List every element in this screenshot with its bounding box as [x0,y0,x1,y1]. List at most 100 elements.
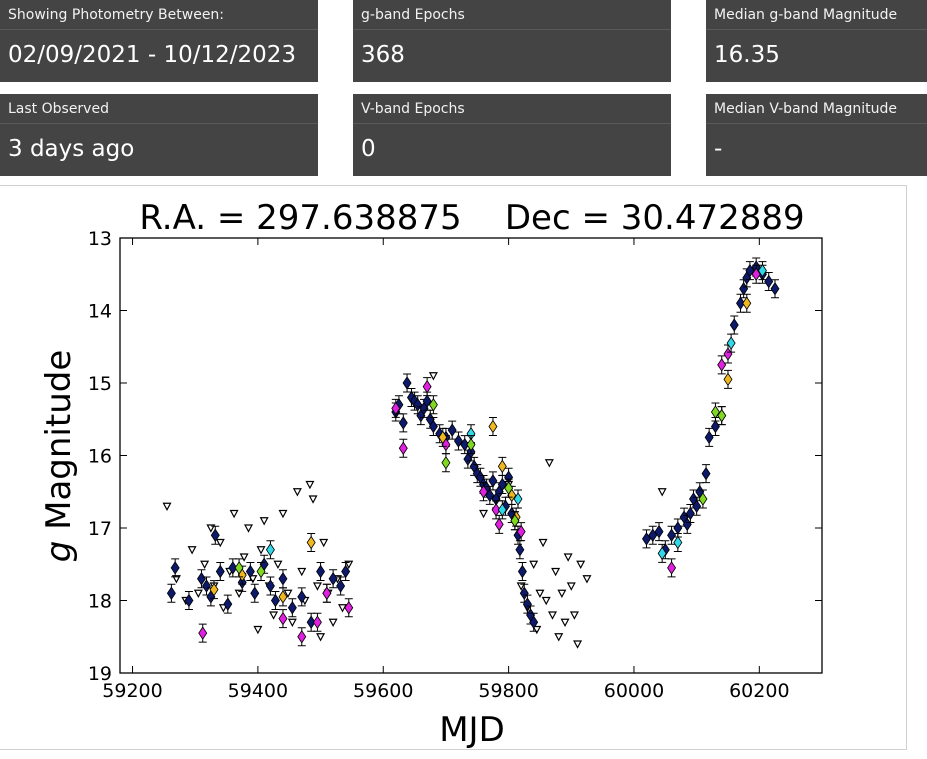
detection-point [278,587,288,607]
detection-marker [170,561,180,575]
detection-point [657,543,667,563]
detection-marker [223,597,233,611]
y-tick-label: 17 [88,518,112,540]
detection-point [517,562,527,581]
upper-limit-point [479,509,489,519]
detection-point [723,369,733,389]
card-divider [353,29,671,30]
y-tick-label: 16 [88,446,112,468]
detection-marker [497,503,507,517]
detection-point [270,591,280,610]
detection-marker [726,336,736,350]
detection-point [717,406,727,426]
x-tick-label: 60000 [604,680,664,702]
detection-marker [398,416,408,430]
detection-marker [742,296,752,310]
detection-marker [306,615,316,629]
detection-point [209,580,219,600]
detection-point [166,583,176,603]
detection-marker [336,579,346,593]
detection-marker [316,564,326,579]
upper-limit-point [538,538,548,548]
detection-marker [517,564,527,579]
x-tick-label: 59800 [478,680,538,702]
detection-point [515,540,525,560]
upper-limit-point [428,372,438,381]
detection-marker [710,419,720,434]
detection-marker [441,456,451,470]
detection-point [516,522,526,542]
y-axis-label-text: Magnitude [39,350,79,541]
detection-marker [453,434,463,448]
detection-marker [202,579,211,593]
detection-marker [764,274,774,289]
light-curve-panel: R.A. = 297.638875 Dec = 30.472889 59200 5… [0,185,907,750]
card-divider [353,123,671,124]
detection-marker [723,372,733,387]
upper-limit-point [547,611,557,620]
detection-point [673,533,683,552]
upper-limit-point [529,560,539,570]
upper-limit-point [287,618,297,628]
card-label: V-band Epochs [361,101,465,117]
detection-point [210,525,220,545]
detection-marker [270,593,280,608]
detection-marker [770,282,780,296]
upper-limit-point [248,575,258,584]
detection-marker [265,543,275,557]
card-value: 0 [361,136,376,162]
detection-point [770,279,780,299]
detection-point [704,427,714,447]
detection-marker [510,514,520,528]
card-value: 16.35 [714,42,780,68]
card-divider [0,123,318,124]
card-label: Showing Photometry Between: [8,7,225,23]
detection-marker [287,601,297,615]
detection-point [447,420,457,440]
detection-marker [245,564,255,579]
detection-marker [654,524,664,539]
detection-marker [488,474,498,488]
card-date-range: Showing Photometry Between: 02/09/2021 -… [0,0,318,82]
card-median-v: Median V-band Magnitude - [706,94,927,176]
detection-marker [497,459,507,474]
upper-limit-point [229,509,239,519]
card-g-band-epochs: g-band Epochs 368 [353,0,671,82]
detection-marker [757,263,767,278]
upper-limit-point [328,618,338,628]
detection-point [422,377,432,397]
detection-marker [166,586,176,600]
detection-point [757,261,767,281]
upper-limit-point [162,502,172,512]
upper-limit-point [554,633,564,642]
x-tick-label: 59200 [102,680,162,702]
detection-marker [322,586,332,600]
detection-point [328,569,338,589]
detection-point [256,562,266,581]
detection-marker [698,492,708,506]
detection-point [710,402,720,422]
upper-limit-point [657,488,667,497]
detection-marker [701,466,711,481]
detection-marker [515,543,525,557]
detection-marker [447,423,457,437]
detection-point [402,373,412,393]
detection-point [278,569,288,589]
detection-point [228,558,238,578]
upper-limit-point [273,560,283,570]
detection-marker [692,499,702,513]
detection-marker [479,485,489,499]
detection-point [413,395,423,415]
upper-limit-point [573,640,583,649]
upper-limit-point [557,589,567,599]
detection-point [648,525,658,545]
detection-marker [428,398,438,412]
detection-marker [497,477,507,492]
detection-marker [278,590,288,604]
detection-point [223,594,233,614]
card-median-g: Median g-band Magnitude 16.35 [706,0,927,82]
detection-marker [265,579,275,593]
detection-point [198,623,208,643]
detection-point [391,398,401,418]
detection-marker [673,521,683,535]
